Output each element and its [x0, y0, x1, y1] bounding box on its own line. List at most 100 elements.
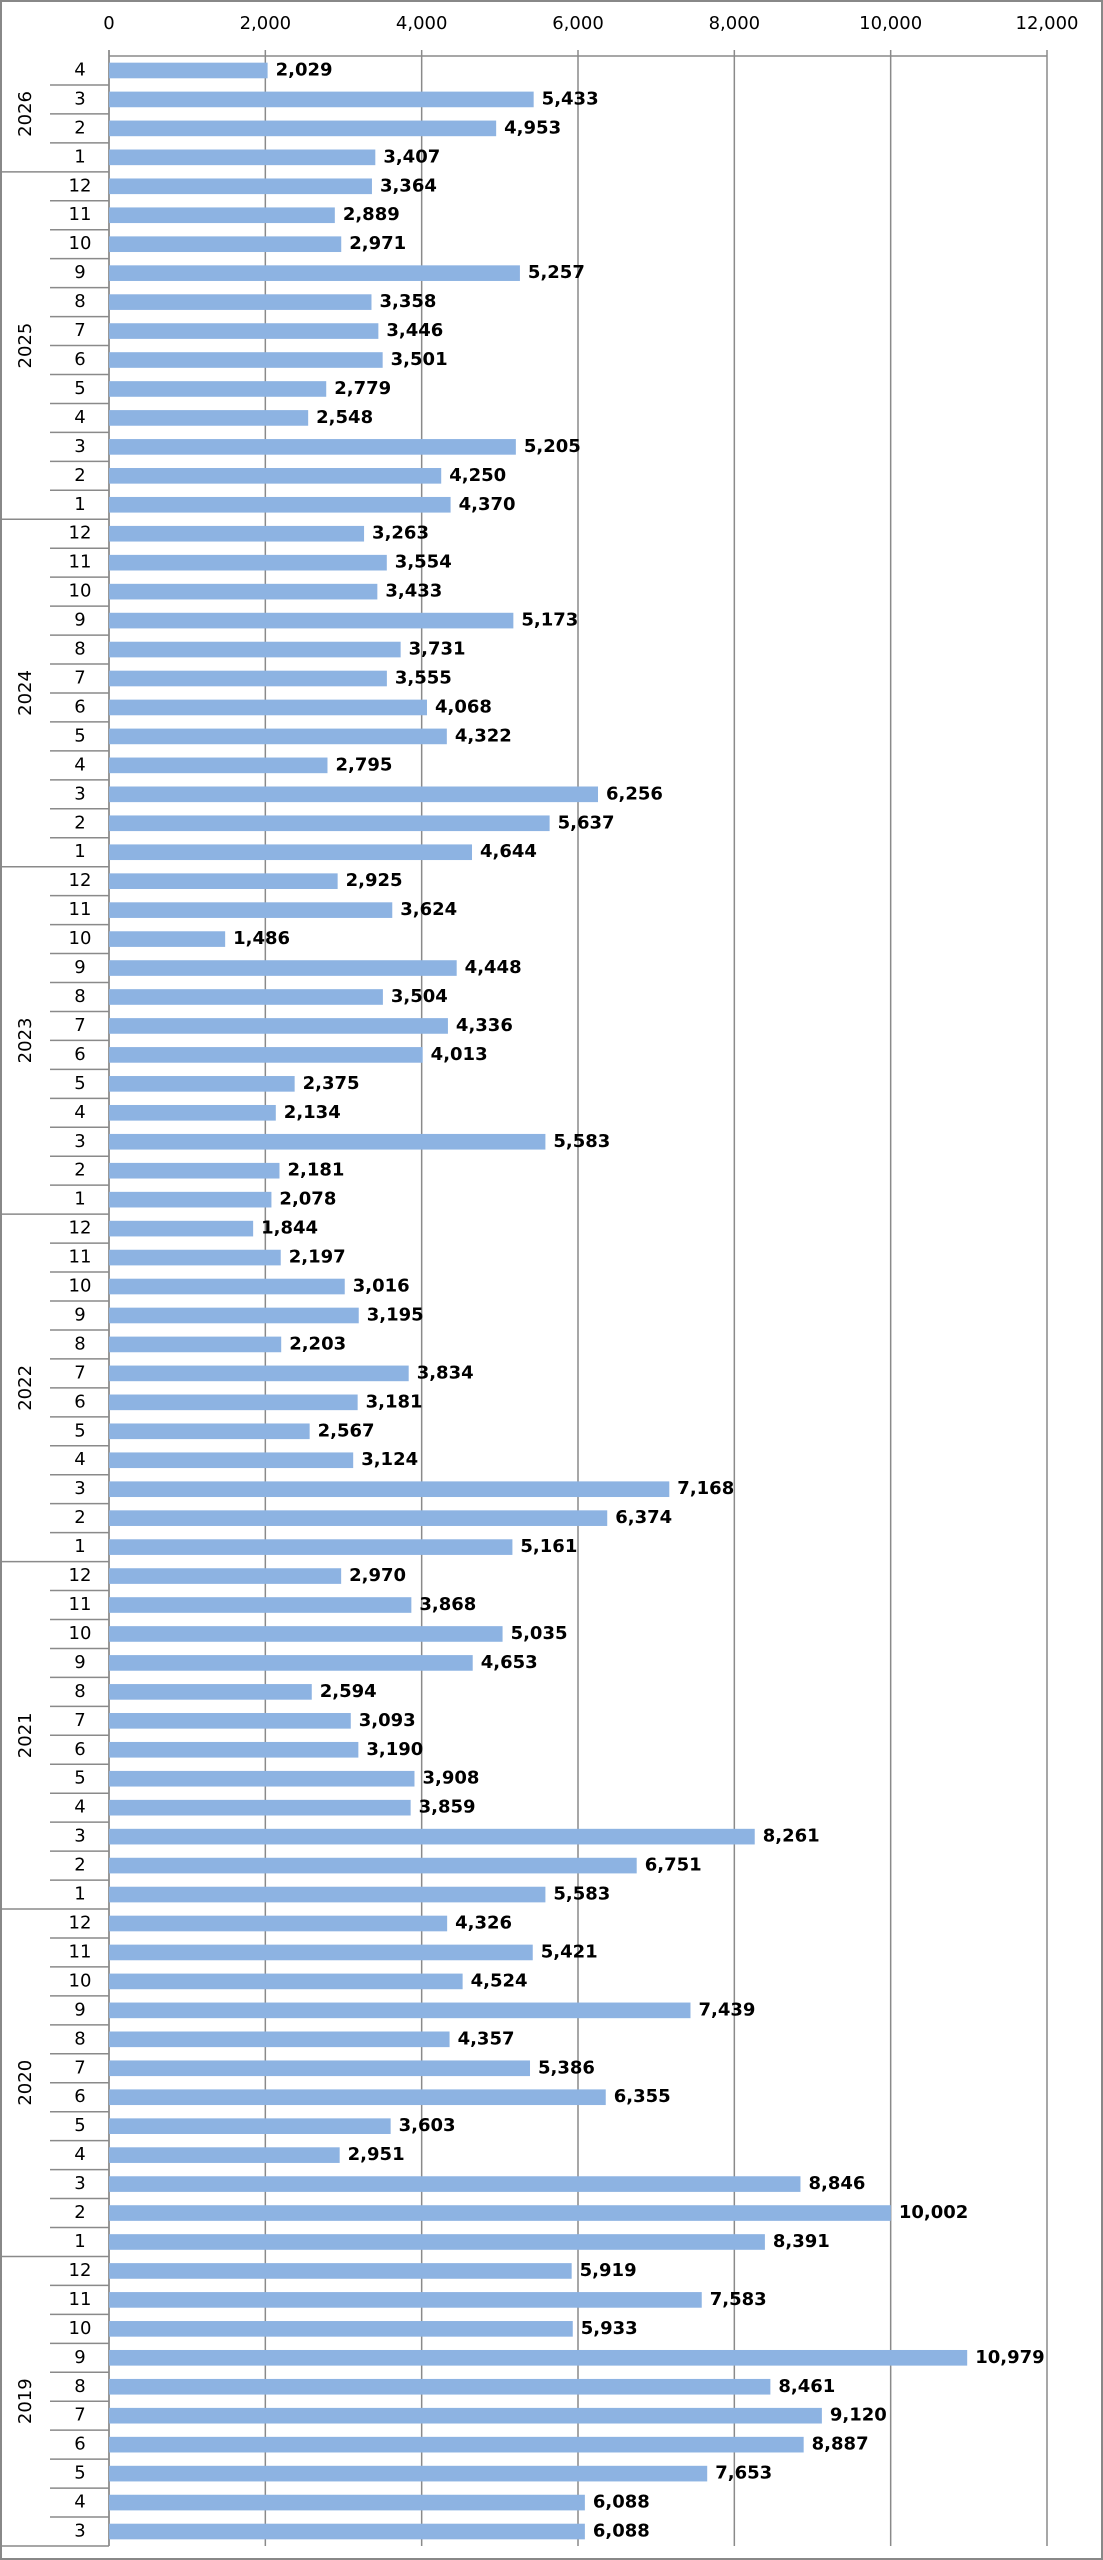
bar	[109, 2234, 765, 2250]
bar	[109, 2436, 804, 2453]
group-label: 2025	[15, 323, 36, 369]
y-tick-label: 7	[74, 1710, 85, 1731]
bar	[109, 439, 516, 455]
bar	[109, 1133, 546, 1150]
bar	[109, 699, 427, 716]
value-label: 3,554	[395, 552, 452, 573]
y-tick-label: 1	[74, 146, 85, 167]
bar	[109, 612, 514, 629]
bar	[109, 1452, 354, 1469]
value-label: 3,908	[422, 1768, 479, 1789]
value-label: 2,795	[335, 754, 392, 775]
bar	[109, 178, 372, 195]
bar	[109, 1191, 272, 1208]
y-tick-label: 10	[69, 2318, 92, 2339]
y-tick-label: 2	[74, 1507, 85, 1528]
value-label: 4,653	[481, 1652, 538, 1673]
x-tick-label: 4,000	[396, 13, 448, 34]
bar	[109, 554, 387, 571]
bar	[109, 757, 328, 774]
y-tick-label: 5	[74, 1768, 85, 1789]
bar	[109, 2205, 891, 2221]
value-label: 5,386	[538, 2057, 595, 2078]
value-label: 3,433	[385, 581, 442, 602]
bar	[109, 1626, 503, 1642]
y-tick-label: 6	[74, 1739, 85, 1760]
bar	[109, 496, 451, 513]
value-label: 2,548	[316, 407, 373, 428]
value-label: 3,016	[353, 1276, 410, 1297]
value-label: 3,555	[395, 668, 452, 689]
value-label: 2,029	[276, 59, 333, 80]
y-tick-label: 2	[74, 812, 85, 833]
value-label: 5,583	[553, 1131, 610, 1152]
value-label: 6,751	[645, 1855, 702, 1876]
y-tick-label: 9	[74, 610, 85, 631]
y-tick-label: 10	[69, 928, 92, 949]
y-tick-label: 9	[74, 1652, 85, 1673]
bar	[109, 1336, 282, 1353]
bar	[109, 381, 327, 397]
value-label: 2,971	[349, 233, 406, 254]
bar	[109, 815, 550, 832]
bar	[109, 1886, 546, 1903]
bar	[109, 873, 338, 889]
bar	[109, 91, 534, 108]
value-label: 3,124	[361, 1449, 418, 1470]
y-tick-label: 7	[74, 668, 85, 689]
value-label: 5,205	[524, 436, 581, 457]
value-label: 3,364	[380, 175, 437, 196]
bar	[109, 207, 335, 224]
y-tick-label: 1	[74, 1189, 85, 1210]
y-tick-label: 4	[74, 59, 85, 80]
x-tick-label: 2,000	[240, 13, 292, 34]
bar	[109, 641, 401, 658]
y-tick-label: 12	[69, 2260, 92, 2281]
value-label: 9,120	[830, 2405, 887, 2426]
bar	[109, 2465, 708, 2482]
bar	[109, 1684, 312, 1700]
y-tick-label: 6	[74, 349, 85, 370]
bar	[109, 149, 376, 166]
y-tick-label: 4	[74, 754, 85, 775]
y-tick-label: 1	[74, 494, 85, 515]
y-tick-label: 3	[74, 88, 85, 109]
y-tick-label: 2	[74, 465, 85, 486]
bar	[109, 1365, 409, 1382]
y-tick-label: 9	[74, 262, 85, 283]
value-label: 6,256	[606, 783, 663, 804]
y-tick-label: 11	[69, 552, 92, 573]
y-tick-label: 10	[69, 1623, 92, 1644]
value-label: 5,919	[580, 2260, 637, 2281]
value-label: 4,336	[456, 1015, 513, 1036]
bar	[109, 1655, 473, 1671]
bar	[109, 352, 383, 368]
y-tick-label: 11	[69, 1594, 92, 1615]
bar	[109, 1394, 358, 1411]
y-tick-label: 7	[74, 2057, 85, 2078]
bar	[109, 1915, 448, 1932]
value-label: 2,951	[348, 2144, 405, 2165]
bar	[109, 410, 309, 426]
y-tick-label: 5	[74, 378, 85, 399]
bar	[109, 2002, 691, 2019]
value-label: 4,524	[471, 1970, 528, 1991]
bar	[109, 1973, 463, 1990]
value-label: 6,088	[593, 2521, 650, 2542]
y-tick-label: 12	[69, 523, 92, 544]
value-label: 2,197	[289, 1247, 346, 1268]
value-label: 2,594	[320, 1681, 377, 1702]
bar	[109, 1770, 415, 1787]
bar	[109, 265, 520, 281]
y-tick-label: 12	[69, 870, 92, 891]
value-label: 8,261	[763, 1826, 820, 1847]
bar	[109, 1857, 637, 1874]
value-label: 4,953	[504, 117, 561, 138]
value-label: 2,567	[318, 1420, 375, 1441]
bar	[109, 1423, 310, 1440]
value-label: 4,448	[465, 957, 522, 978]
bar	[109, 2089, 606, 2106]
y-tick-label: 3	[74, 1478, 85, 1499]
y-tick-label: 1	[74, 2231, 85, 2252]
